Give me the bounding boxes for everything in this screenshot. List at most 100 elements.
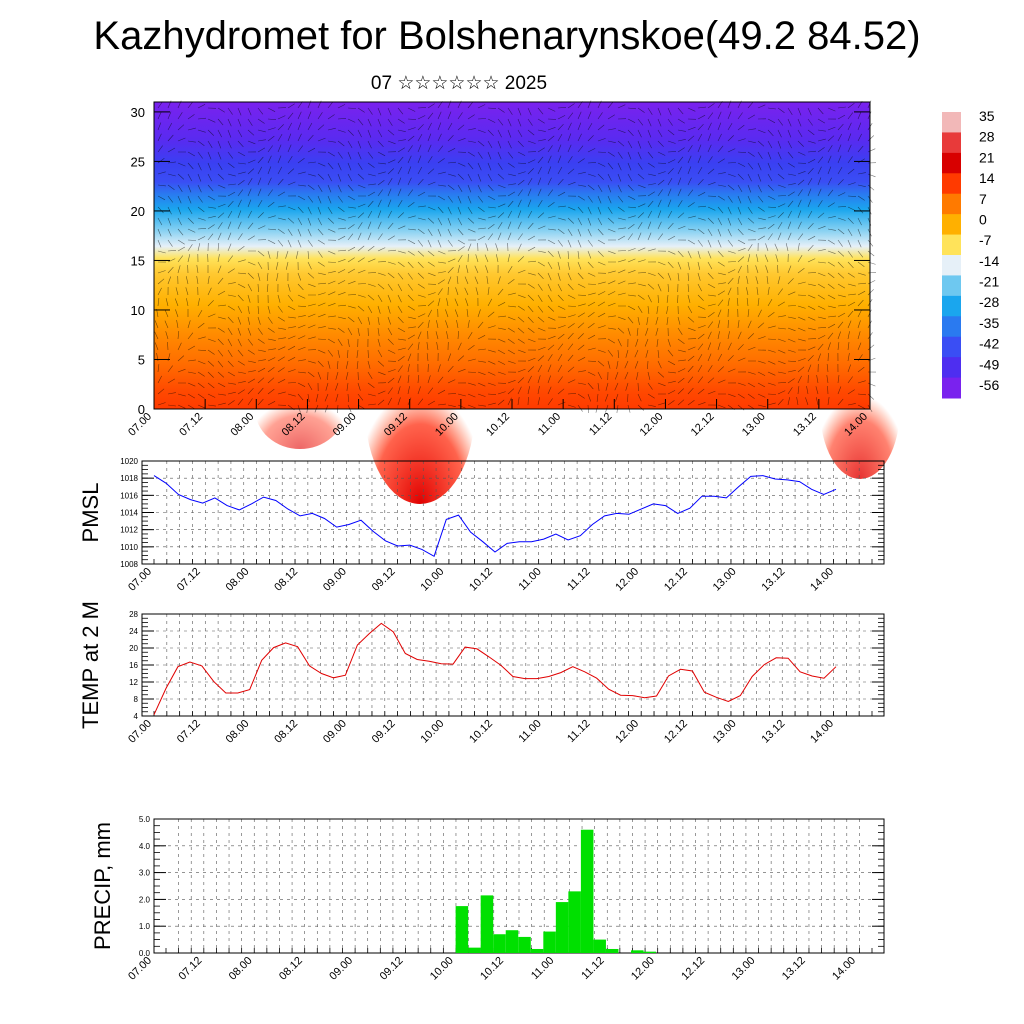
y-axis-label: PRECIP, mm	[90, 822, 115, 950]
plot-frame	[141, 460, 885, 565]
x-tick-label: 07.12	[176, 955, 204, 983]
y-tick-label: 5.0	[139, 815, 151, 824]
page-title: Kazhydromet for Bolshenarynskoe(49.2 84.…	[93, 14, 921, 58]
x-tick-label: 08.00	[224, 566, 252, 594]
y-tick-label: 2.0	[139, 895, 151, 904]
colorbar-swatch	[942, 152, 961, 174]
precip-bar	[543, 931, 556, 953]
y-axis-label: TEMP at 2 M	[78, 601, 103, 729]
x-tick-label: 12.00	[629, 955, 657, 983]
y-tick-label: 12	[129, 678, 138, 687]
x-tick-label: 11.12	[565, 566, 592, 593]
x-tick-label: 13.12	[759, 718, 787, 746]
y-tick-label: 0	[138, 402, 145, 417]
y-tick-label: 0.0	[139, 949, 151, 958]
y-tick-label: 8	[134, 695, 139, 704]
colorbar-label: 21	[979, 149, 995, 165]
x-tick-label: 08.12	[272, 718, 300, 746]
x-tick-label: 12.00	[613, 718, 641, 746]
cross-section-panel: 0 5 10 15 20 25 30	[131, 100, 900, 504]
x-tick-label: 10.00	[428, 955, 456, 983]
y-tick-label: 20	[131, 204, 145, 219]
precip-bar	[518, 936, 531, 953]
x-tick-label: 13.12	[791, 411, 819, 439]
x-tick-label: 07.12	[175, 718, 203, 746]
temperature-field	[154, 102, 870, 409]
y-tick-label: 25	[131, 154, 145, 169]
grid	[142, 614, 884, 716]
plot-frame	[141, 613, 885, 717]
x-tick-label: 10.12	[467, 566, 495, 594]
x-tick-label: 07.00	[126, 411, 154, 439]
pmsl-panel-x-ticks: 07.00 07.12 08.00 08.12 09.00 09.12 10.00 10.12…	[126, 566, 836, 594]
precip-bar	[580, 829, 594, 953]
wind-vectors	[154, 100, 877, 414]
x-tick-label: 14.00	[808, 566, 836, 594]
page-subtitle: 07 ☆☆☆☆☆☆ 2025	[370, 73, 548, 94]
colorbar-label: -42	[979, 336, 999, 352]
x-tick-label: 09.12	[378, 955, 406, 983]
precip-bar	[468, 947, 481, 953]
y-tick-label: 10	[131, 303, 145, 318]
colorbar-swatch	[942, 193, 961, 215]
x-tick-label: 13.00	[711, 718, 739, 746]
colorbar-swatch	[942, 275, 961, 297]
precipitation-panel-x-ticks: 07.00 07.12 08.00 08.12 09.00 09.12 10.00 10.12…	[126, 955, 858, 983]
colorbar-swatch	[942, 132, 961, 154]
y-tick-label: 3.0	[139, 869, 151, 878]
x-tick-label: 12.00	[638, 411, 666, 439]
y-tick-label: 28	[129, 610, 138, 619]
precip-bar	[555, 902, 569, 953]
x-tick-label: 14.00	[808, 718, 836, 746]
x-tick-label: 08.00	[228, 411, 256, 439]
x-tick-label: 09.12	[370, 566, 398, 594]
bars	[455, 829, 657, 953]
series-line	[153, 475, 837, 558]
colorbar-label: -7	[979, 232, 992, 248]
colorbar-swatch	[942, 377, 961, 399]
colorbar-label: -49	[979, 356, 999, 372]
x-tick-label: 12.12	[679, 955, 707, 983]
y-tick-label: 1012	[120, 526, 138, 535]
x-tick-label: 09.00	[321, 718, 349, 746]
precip-bar	[631, 950, 644, 953]
x-tick-label: 07.00	[126, 955, 154, 983]
x-tick-label: 09.12	[370, 718, 398, 746]
y-tick-label: 1010	[120, 543, 138, 552]
colorbar-label: -21	[979, 274, 999, 290]
precip-bar	[643, 951, 657, 953]
colorbar-label: 14	[979, 170, 995, 186]
precip-bar	[593, 939, 606, 953]
x-tick-label: 08.00	[227, 955, 255, 983]
colorbar-swatch	[942, 357, 961, 379]
pmsl-panel: 1008 1010 1012 1014 1016 1018 1020 PMSL	[78, 457, 885, 569]
colorbar-swatch	[942, 336, 961, 358]
y-tick-label: 1020	[120, 457, 138, 466]
y-tick-label: 5	[138, 352, 145, 367]
x-tick-label: 08.12	[272, 566, 300, 594]
colorbar-swatch	[942, 214, 961, 236]
precip-bar	[605, 948, 619, 953]
colorbar-label: -28	[979, 294, 999, 310]
y-axis-label: PMSL	[78, 483, 103, 543]
precip-bar	[455, 906, 469, 953]
y-tick-label: 1008	[120, 560, 138, 569]
x-tick-label: 08.00	[224, 718, 252, 746]
precip-bar	[505, 930, 519, 953]
x-tick-label: 11.12	[565, 718, 592, 745]
x-tick-label: 09.00	[321, 566, 349, 594]
x-tick-label: 11.00	[529, 955, 556, 982]
x-tick-label: 07.00	[126, 566, 154, 594]
colorbar-label: 0	[979, 211, 987, 227]
y-tick-label: 30	[131, 105, 145, 120]
grid	[154, 819, 884, 953]
x-tick-label: 11.00	[536, 411, 563, 438]
y-tick-label: 1016	[120, 491, 138, 500]
x-tick-label: 10.12	[484, 411, 512, 439]
x-tick-label: 10.12	[478, 955, 506, 983]
x-tick-label: 10.00	[418, 566, 446, 594]
x-tick-label: 13.00	[711, 566, 739, 594]
x-tick-label: 09.00	[327, 955, 355, 983]
x-tick-label: 11.12	[579, 955, 606, 982]
